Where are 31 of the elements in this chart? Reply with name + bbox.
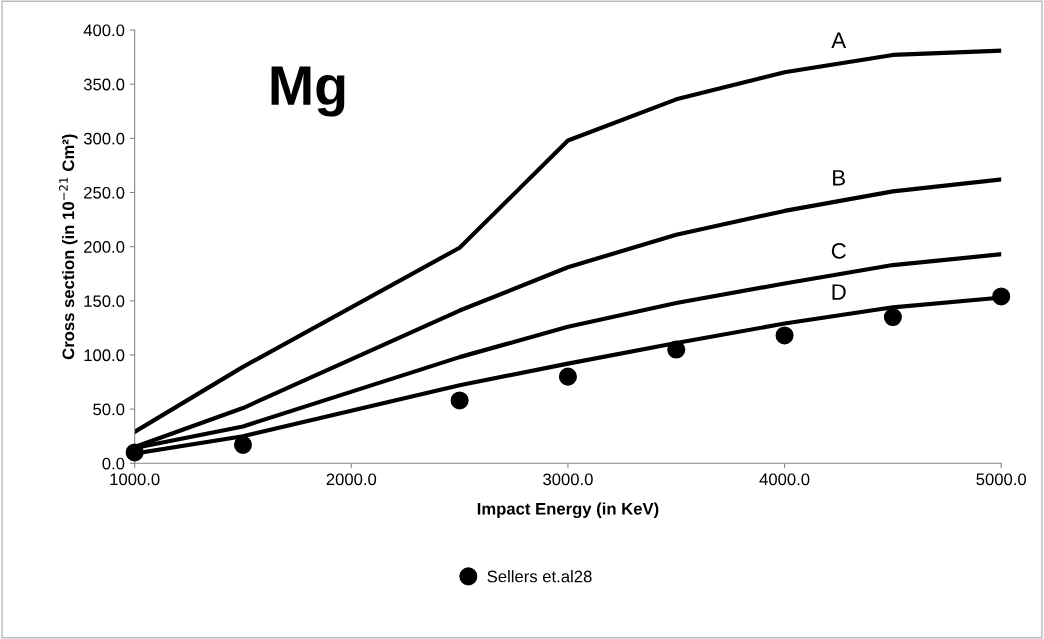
y-tick-label: 250.0 xyxy=(84,186,125,199)
point xyxy=(883,308,902,327)
y-tick-label: 350.0 xyxy=(83,78,125,91)
y-tick-label: 300.0 xyxy=(83,132,125,145)
y-tick-label: 50.0 xyxy=(93,403,125,416)
y-tick-label: 400.0 xyxy=(83,24,125,37)
point xyxy=(233,435,253,454)
x-tick-label: 5000.0 xyxy=(976,473,1027,486)
line-series xyxy=(134,48,1002,434)
legend-label: Sellers et.al28 xyxy=(487,570,592,583)
point xyxy=(992,287,1011,306)
point xyxy=(775,326,794,345)
series-label: A xyxy=(831,32,847,48)
point xyxy=(125,443,144,462)
x-tick-label: 3000.0 xyxy=(543,473,593,486)
point xyxy=(558,367,577,386)
point xyxy=(667,340,686,359)
point xyxy=(450,391,469,410)
y-tick-label: 100.0 xyxy=(84,349,125,362)
y-tick-label: 200.0 xyxy=(84,241,125,253)
series-label: C xyxy=(831,243,846,259)
y-tick-label: 0.0 xyxy=(102,457,125,470)
x-axis-title: Impact Energy (in KeV) xyxy=(477,502,659,519)
y-tick-label: 150.0 xyxy=(84,295,125,308)
x-tick-label: 1000.0 xyxy=(110,473,160,486)
y-axis-title: Cross section (in 10$^{−21}$ Cm²) xyxy=(59,134,78,360)
x-tick-label: 2000.0 xyxy=(326,473,377,486)
x-tick-label: 4000.0 xyxy=(759,473,810,486)
series-label: D xyxy=(832,284,846,300)
series-label: B xyxy=(833,170,845,186)
annotation: Mg xyxy=(271,66,345,117)
